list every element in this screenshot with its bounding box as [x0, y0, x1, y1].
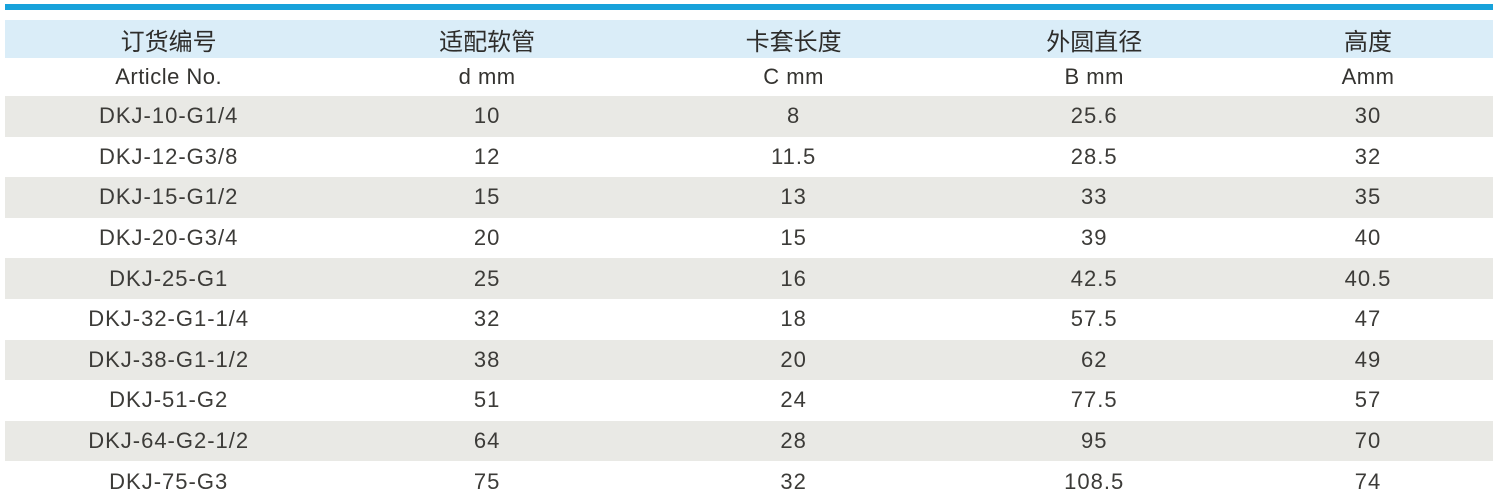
dimension-value-cell: 15: [780, 225, 807, 251]
col-header-hose-en: d mm: [458, 64, 516, 89]
table-row: DKJ-25-G1 25 16 42.5 40.5: [5, 258, 1493, 299]
header-row-en: Article No. d mm C mm B mm Amm: [5, 58, 1493, 96]
dimension-value-cell: 40.5: [1344, 265, 1392, 291]
dimension-value-cell: 11.5: [771, 143, 817, 169]
article-no-cell: DKJ-15-G1/2: [98, 184, 239, 210]
table-row: DKJ-38-G1-1/2 38 20 62 49: [5, 339, 1493, 381]
article-no-cell: DKJ-51-G2: [109, 387, 229, 413]
table-row: DKJ-20-G3/4 20 15 39 40: [5, 217, 1493, 259]
article-no-cell: DKJ-10-G1/4: [98, 103, 239, 129]
dimension-value-cell: 32: [1354, 143, 1382, 169]
dimension-value-cell: 24: [780, 387, 807, 413]
dimension-value-cell: 64: [473, 428, 501, 454]
table-row: DKJ-75-G3 75 32 108.5 74: [5, 461, 1493, 502]
col-header-outer-en: B mm: [1064, 64, 1124, 89]
dimension-value-cell: 8: [787, 103, 801, 129]
dimension-value-cell: 51: [473, 387, 501, 413]
col-header-height-en: Amm: [1341, 64, 1395, 89]
top-accent-bar: [5, 4, 1493, 10]
dimension-value-cell: 33: [1080, 184, 1108, 210]
dimension-value-cell: 57: [1354, 387, 1382, 413]
dimension-value-cell: 10: [473, 103, 501, 129]
col-header-outer-cn: 外圆直径: [1046, 28, 1143, 56]
article-no-cell: DKJ-20-G3/4: [98, 225, 239, 251]
table-row: DKJ-15-G1/2 15 13 33 35: [5, 177, 1493, 218]
dimension-value-cell: 95: [1080, 428, 1108, 454]
dimension-value-cell: 47: [1354, 306, 1382, 332]
spec-table: 订货编号 适配软管 卡套长度 外圆直径 高度 Article No. d mm …: [5, 20, 1493, 502]
table-row: DKJ-10-G1/4 10 8 25.6 30: [5, 96, 1493, 137]
dimension-value-cell: 20: [780, 346, 807, 372]
dimension-value-cell: 13: [780, 184, 807, 210]
dimension-value-cell: 35: [1354, 184, 1382, 210]
dimension-value-cell: 38: [473, 346, 501, 372]
dimension-value-cell: 25.6: [1070, 103, 1118, 129]
article-no-cell: DKJ-75-G3: [109, 468, 229, 494]
dimension-value-cell: 18: [780, 306, 807, 332]
dimension-value-cell: 74: [1354, 468, 1382, 494]
article-no-cell: DKJ-38-G1-1/2: [88, 346, 250, 372]
table-row: DKJ-64-G2-1/2 64 28 95 70: [5, 420, 1493, 462]
table-head: 订货编号 适配软管 卡套长度 外圆直径 高度 Article No. d mm …: [5, 20, 1493, 96]
col-header-hose-cn: 适配软管: [439, 28, 536, 56]
catalog-spec-page: 订货编号 适配软管 卡套长度 外圆直径 高度 Article No. d mm …: [0, 4, 1500, 503]
dimension-value-cell: 62: [1080, 346, 1108, 372]
dimension-value-cell: 108.5: [1064, 468, 1125, 494]
col-header-sleeve-cn: 卡套长度: [745, 28, 842, 56]
col-header-height-cn: 高度: [1344, 28, 1392, 56]
dimension-value-cell: 57.5: [1070, 306, 1118, 332]
article-no-cell: DKJ-64-G2-1/2: [88, 428, 250, 454]
dimension-value-cell: 25: [473, 265, 501, 291]
header-row-cn: 订货编号 适配软管 卡套长度 外圆直径 高度: [5, 20, 1493, 58]
article-no-cell: DKJ-25-G1: [109, 265, 229, 291]
dimension-value-cell: 16: [780, 265, 807, 291]
dimension-value-cell: 32: [473, 306, 501, 332]
dimension-value-cell: 75: [473, 468, 501, 494]
table-row: DKJ-51-G2 51 24 77.5 57: [5, 380, 1493, 421]
col-header-article-cn: 订货编号: [120, 28, 217, 56]
dimension-value-cell: 42.5: [1070, 265, 1118, 291]
dimension-value-cell: 40: [1354, 225, 1382, 251]
article-no-cell: DKJ-32-G1-1/4: [88, 306, 250, 332]
table-row: DKJ-12-G3/8 12 11.5 28.5 32: [5, 136, 1493, 178]
dimension-value-cell: 12: [473, 143, 501, 169]
dimension-value-cell: 20: [473, 225, 501, 251]
col-header-article-en: Article No.: [115, 64, 223, 89]
table-body: DKJ-10-G1/4 10 8 25.6 30 DKJ-12-G3/8 12 11.5 28.…: [5, 96, 1493, 502]
dimension-value-cell: 28: [780, 428, 807, 454]
dimension-value-cell: 39: [1080, 225, 1108, 251]
dimension-value-cell: 30: [1354, 103, 1382, 129]
table-row: DKJ-32-G1-1/4 32 18 57.5 47: [5, 298, 1493, 340]
dimension-value-cell: 28.5: [1070, 143, 1118, 169]
dimension-value-cell: 49: [1354, 346, 1382, 372]
article-no-cell: DKJ-12-G3/8: [98, 143, 239, 169]
dimension-value-cell: 70: [1354, 428, 1382, 454]
dimension-value-cell: 77.5: [1070, 387, 1118, 413]
dimension-value-cell: 15: [473, 184, 501, 210]
dimension-value-cell: 32: [780, 468, 807, 494]
col-header-sleeve-en: C mm: [763, 64, 824, 89]
